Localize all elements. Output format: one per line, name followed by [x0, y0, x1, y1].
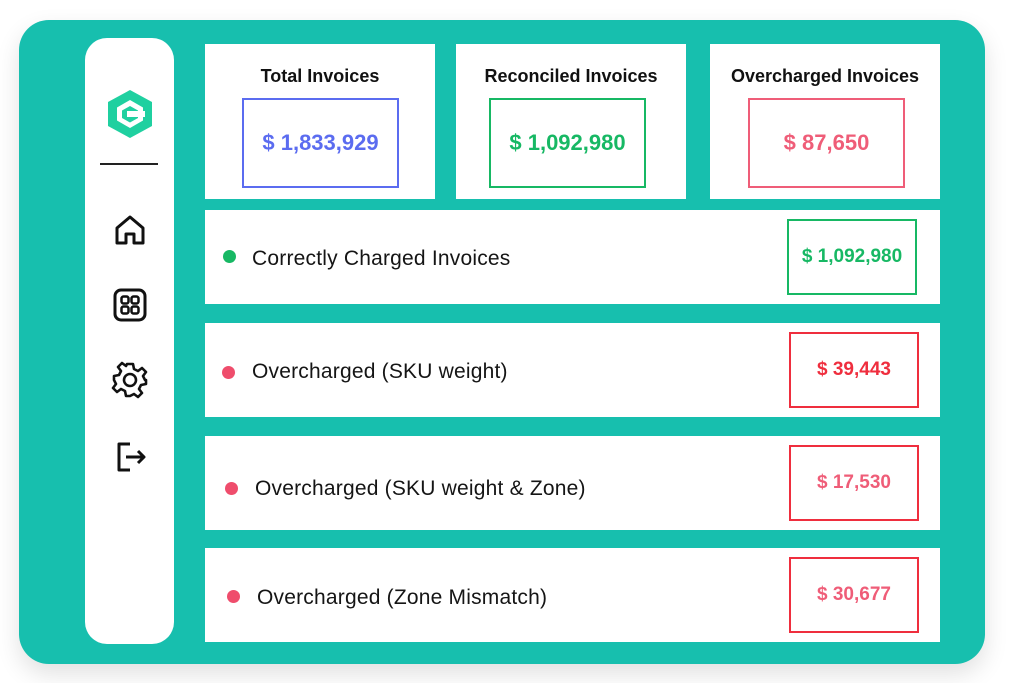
- home-icon[interactable]: [110, 210, 150, 250]
- overcharged-invoices-card: Overcharged Invoices $ 87,650: [710, 44, 940, 199]
- status-dot-pink: [225, 482, 238, 495]
- total-invoices-title: Total Invoices: [260, 66, 380, 86]
- overcharged-invoices-value: $ 87,650: [748, 98, 905, 188]
- list-item-overcharged-sku-weight: Overcharged (SKU weight) $ 39,443: [205, 323, 940, 417]
- overcharged-invoices-title: Overcharged Invoices: [730, 66, 920, 86]
- status-dot-green: [223, 250, 236, 263]
- total-invoices-value: $ 1,833,929: [242, 98, 399, 188]
- row-value: $ 1,092,980: [787, 219, 917, 295]
- row-label: Overcharged (SKU weight & Zone): [255, 477, 586, 500]
- status-dot-red: [222, 366, 235, 379]
- list-item-overcharged-sku-weight-zone: Overcharged (SKU weight & Zone) $ 17,530: [205, 436, 940, 530]
- reconciled-invoices-value: $ 1,092,980: [489, 98, 646, 188]
- sidebar-divider: [100, 163, 158, 165]
- list-item-overcharged-zone-mismatch: Overcharged (Zone Mismatch) $ 30,677: [205, 548, 940, 642]
- list-item-correctly-charged: Correctly Charged Invoices $ 1,092,980: [205, 210, 940, 304]
- reconciled-invoices-title: Reconciled Invoices: [484, 66, 658, 86]
- hexagon-e-logo-icon: [105, 88, 155, 140]
- status-dot-pink: [227, 590, 240, 603]
- gear-icon[interactable]: [110, 360, 150, 400]
- row-label: Overcharged (Zone Mismatch): [257, 586, 548, 609]
- row-value: $ 30,677: [789, 557, 919, 633]
- reconciled-invoices-card: Reconciled Invoices $ 1,092,980: [456, 44, 686, 199]
- row-label: Correctly Charged Invoices: [252, 247, 511, 270]
- grid-icon[interactable]: [110, 285, 150, 325]
- sidebar: [85, 38, 174, 644]
- row-value: $ 39,443: [789, 332, 919, 408]
- total-invoices-card: Total Invoices $ 1,833,929: [205, 44, 435, 199]
- row-value: $ 17,530: [789, 445, 919, 521]
- logout-icon[interactable]: [110, 437, 150, 477]
- row-label: Overcharged (SKU weight): [252, 360, 508, 383]
